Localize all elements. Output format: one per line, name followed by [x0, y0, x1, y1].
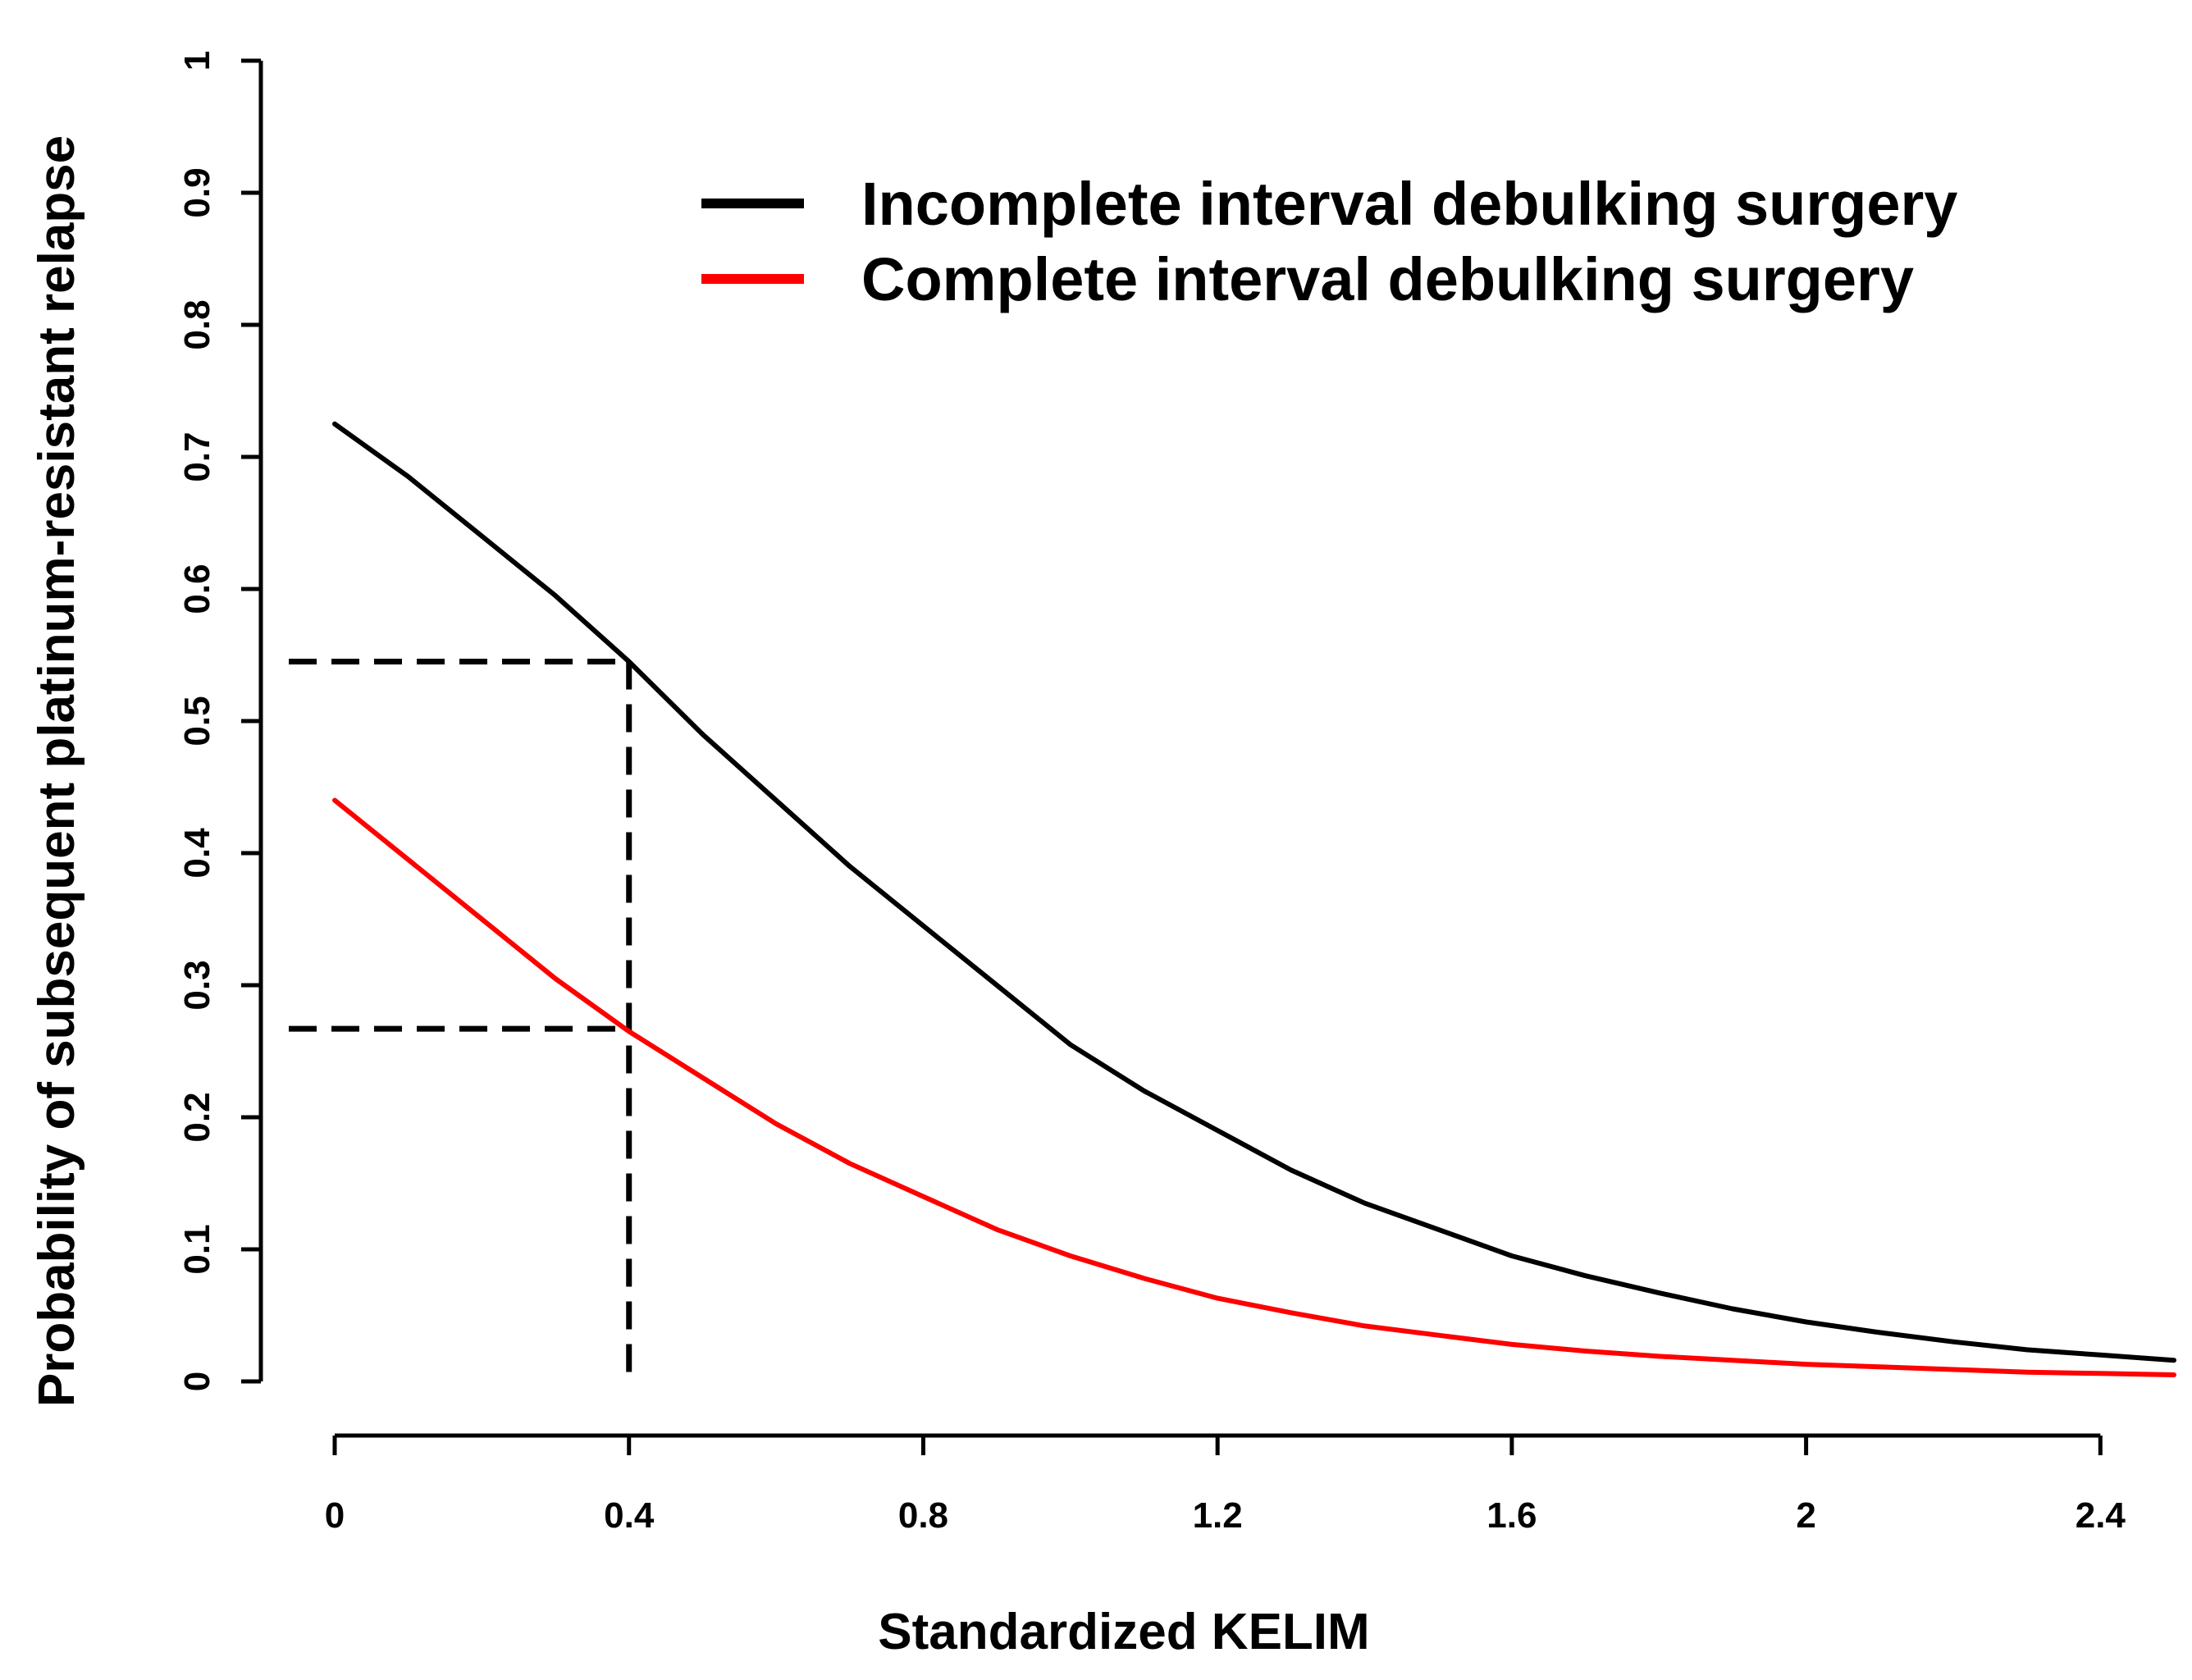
legend: Incomplete interval debulking surgery Com… — [701, 170, 1957, 313]
y-tick-label: 0.7 — [177, 431, 217, 482]
y-tick-label: 1 — [177, 51, 217, 71]
y-tick-label: 0.2 — [177, 1092, 217, 1142]
y-tick-label: 0 — [177, 1372, 217, 1391]
y-tick-label: 0.6 — [177, 564, 217, 614]
legend-label: Complete interval debulking surgery — [861, 245, 1914, 313]
series-line-incomplete — [332, 421, 2176, 1363]
y-tick-label: 0.4 — [177, 828, 217, 879]
x-tick-label: 1.2 — [1193, 1495, 1243, 1536]
y-tick-label: 0.5 — [177, 696, 217, 746]
y-axis-title: Probability of subsequent platinum-resis… — [29, 135, 85, 1407]
x-tick-label: 1.6 — [1486, 1495, 1537, 1536]
x-tick-label: 0 — [325, 1495, 345, 1536]
axes-group: 0 0.1 0.2 0.3 0.4 0.5 0.6 0.7 0.8 0.9 1 0 0.4 0.8 1.2 1… — [177, 51, 2126, 1536]
y-tick-label: 0.8 — [177, 299, 217, 349]
series-lines-group — [332, 421, 2176, 1377]
x-tick-label: 2 — [1796, 1495, 1815, 1536]
y-tick-label: 0.9 — [177, 167, 217, 217]
reference-lines-group — [289, 659, 632, 1381]
x-tick-label: 0.8 — [898, 1495, 948, 1536]
x-tick-label: 2.4 — [2076, 1495, 2126, 1536]
y-tick-label: 0.3 — [177, 960, 217, 1010]
x-tick-label: 0.4 — [604, 1495, 655, 1536]
y-tick-label: 0.1 — [177, 1224, 217, 1274]
x-axis-title: Standardized KELIM — [878, 1604, 1369, 1660]
legend-label: Incomplete interval debulking surgery — [861, 170, 1957, 238]
series-line-complete — [332, 797, 2176, 1377]
